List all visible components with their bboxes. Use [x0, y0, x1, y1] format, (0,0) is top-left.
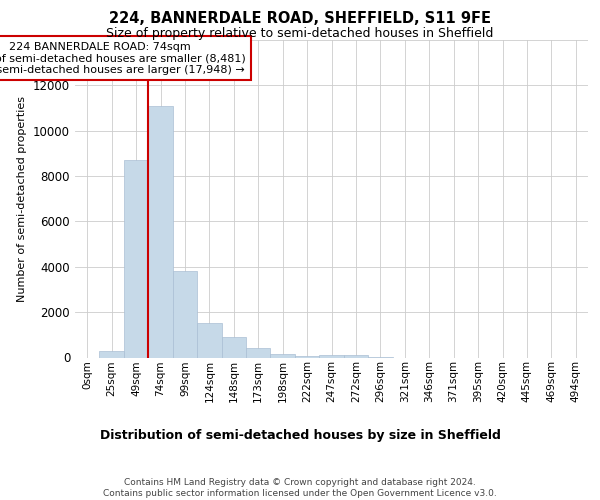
Bar — [197, 324, 221, 358]
Bar — [100, 350, 124, 358]
Bar — [173, 272, 197, 358]
Bar — [221, 337, 246, 357]
Bar — [368, 357, 392, 358]
Text: Size of property relative to semi-detached houses in Sheffield: Size of property relative to semi-detach… — [106, 28, 494, 40]
Bar — [271, 354, 295, 358]
Bar — [148, 106, 173, 358]
Y-axis label: Number of semi-detached properties: Number of semi-detached properties — [17, 96, 28, 302]
Bar — [124, 160, 148, 358]
Bar — [319, 355, 344, 358]
Bar — [344, 355, 368, 358]
Bar — [295, 356, 319, 358]
Text: 224, BANNERDALE ROAD, SHEFFIELD, S11 9FE: 224, BANNERDALE ROAD, SHEFFIELD, S11 9FE — [109, 11, 491, 26]
Text: Contains HM Land Registry data © Crown copyright and database right 2024.
Contai: Contains HM Land Registry data © Crown c… — [103, 478, 497, 498]
Text: Distribution of semi-detached houses by size in Sheffield: Distribution of semi-detached houses by … — [100, 430, 500, 442]
Text: 224 BANNERDALE ROAD: 74sqm
← 31% of semi-detached houses are smaller (8,481)
67%: 224 BANNERDALE ROAD: 74sqm ← 31% of semi… — [0, 42, 245, 75]
Bar — [246, 348, 271, 358]
